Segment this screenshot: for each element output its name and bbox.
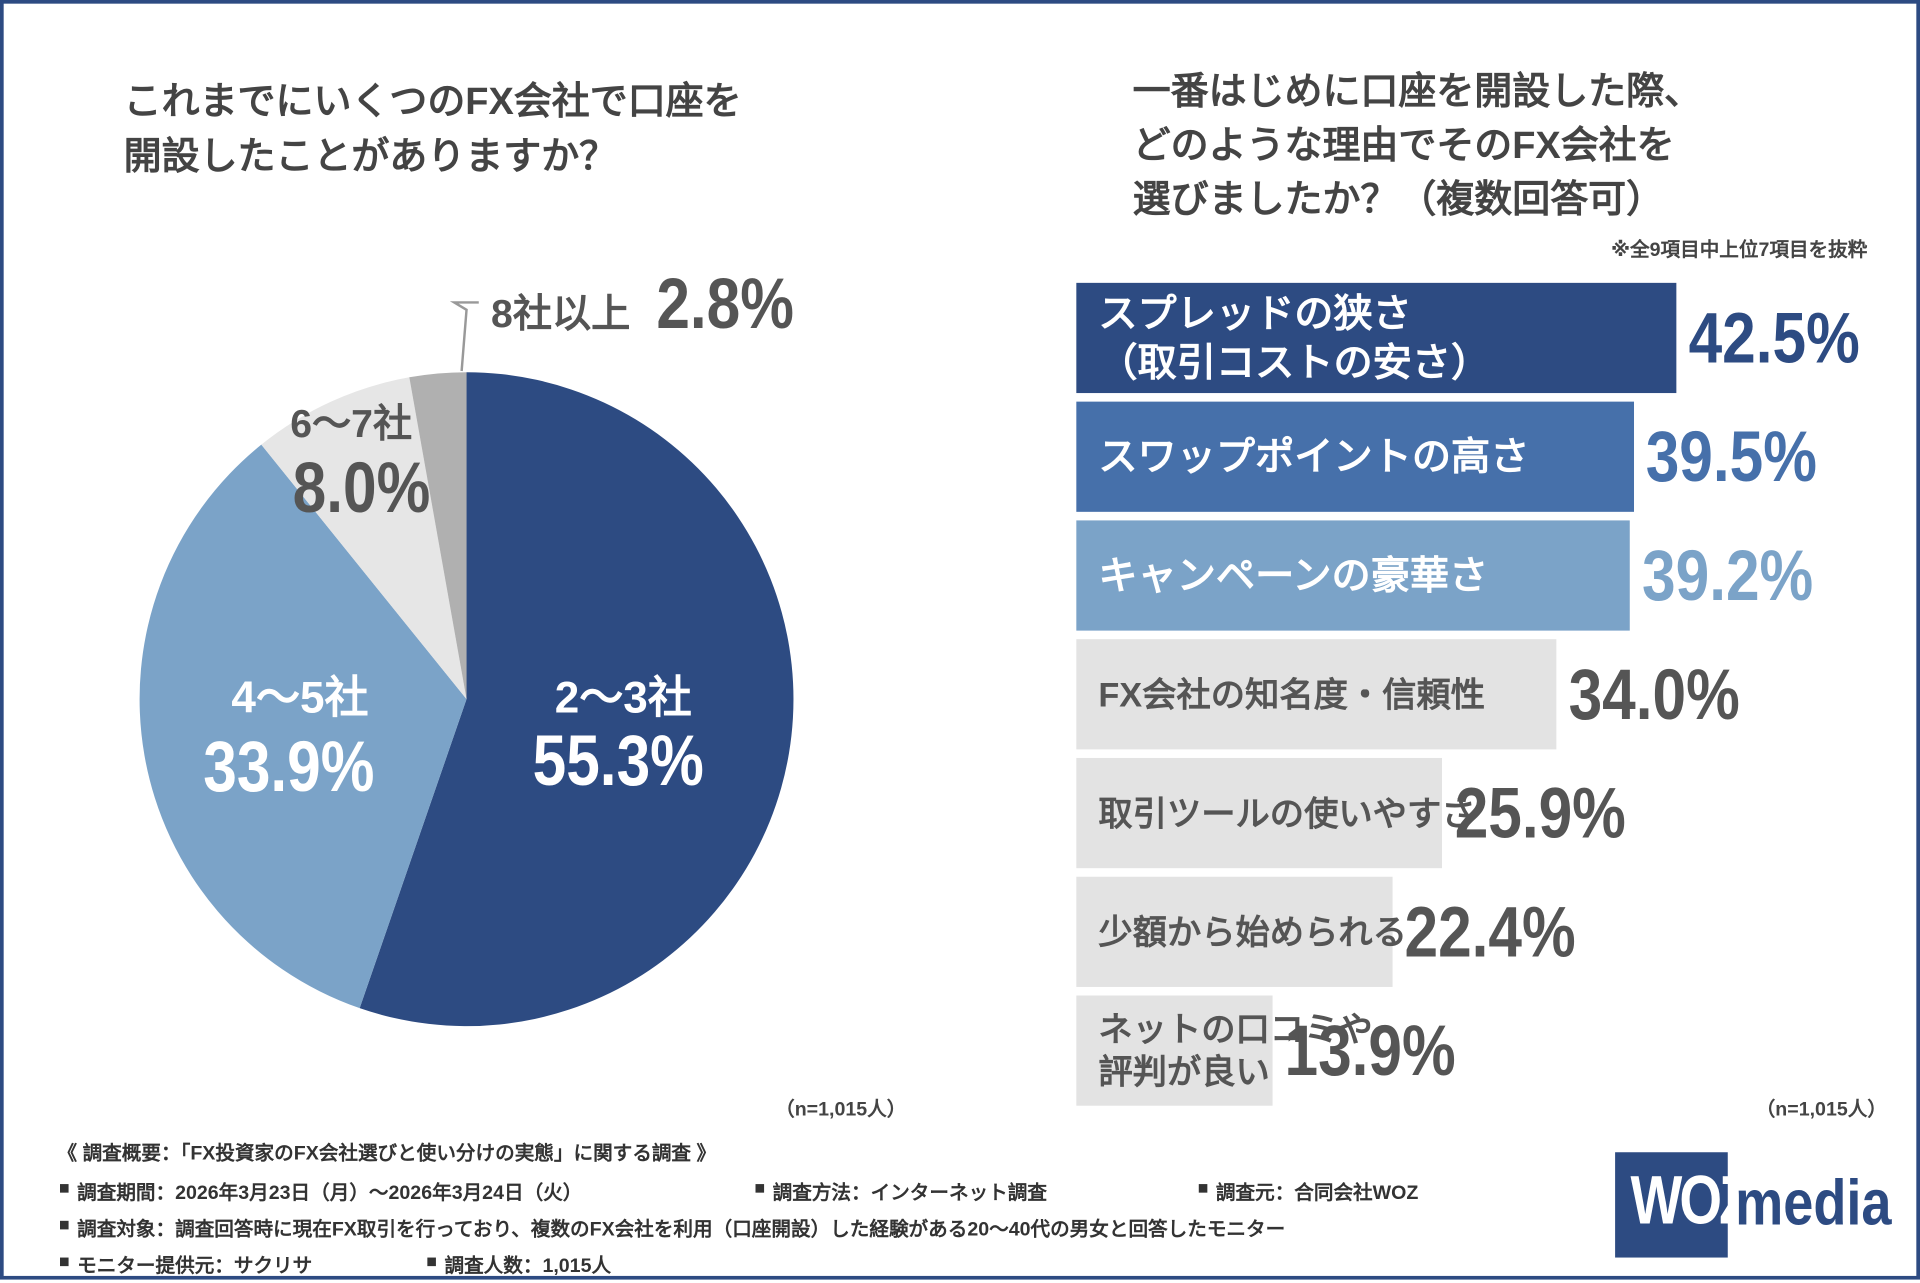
bar-value-label: 39.5% [1646,417,1818,498]
pie-slice [409,372,467,700]
logo-suffix: media [1735,1168,1892,1240]
bar-category-label: スプレッドの狭さ （取引コストの安さ） [1098,291,1491,385]
pie-note: （n=1,015人） [775,1099,907,1121]
bar [1076,282,1677,394]
bar-category-label: キャンペーンの豪華さ [1098,553,1489,598]
footer-item: 調査対象：調査回答時に現在FX取引を行っており、複数のFX会社を利用（口座開設）… [77,1219,1286,1241]
bar-value-label: 25.9% [1454,773,1626,854]
bar [1076,757,1442,869]
pie-title: これまでにいくつのFX会社で口座を 開設したことがありますか？ [123,79,742,178]
leader-line [449,301,479,372]
pie-category-label: 2〜3社 [554,672,692,723]
bullet [60,1184,69,1193]
footer-heading: 《 調査概要：「FX投資家のFX会社選びと使い分けの実態」に関する調査 》 [57,1143,717,1165]
footer-item: 調査方法：インターネット調査 [772,1182,1047,1204]
bar-category-label: 取引ツールの使いやすさ [1098,794,1476,833]
pie-category-label: 4〜5社 [231,672,369,723]
pie-category-label: 8社以上 [491,291,631,336]
logo-brand: WOZ [1630,1160,1753,1238]
chart [139,282,1728,1258]
pie-value-label: 8.0% [292,448,431,528]
bar [1076,639,1557,750]
pie-category-label: 6〜7社 [290,401,413,446]
bar-value-label: 13.9% [1284,1011,1456,1092]
bar-title: 一番はじめに口座を開設した際、 どのような理由でそのFX会社を 選びましたか？（… [1132,69,1703,221]
pie-slice [359,372,794,1027]
pie-value-label: 2.8% [656,264,794,345]
bullet [755,1184,765,1193]
footer-item: モニター提供元：サクリサ [77,1256,313,1278]
bar [1076,520,1630,631]
pie-value-label: 55.3% [532,721,704,801]
bar-note: （n=1,015人） [1755,1099,1887,1121]
bullet [60,1257,69,1267]
bar-value-label: 39.2% [1642,536,1814,616]
bar-value-label: 42.5% [1688,298,1860,379]
footer-item: 調査人数：1,015人 [444,1256,612,1278]
bar [1076,876,1393,987]
bar [1076,995,1273,1106]
bar-category-label: 少額から始められる [1098,912,1407,951]
bar-category-label: ネットの口コミや 評判が良い [1098,1010,1373,1092]
bar-subtitle: ※全9項目中上位7項目を抜粋 [1610,240,1868,261]
bullet [1198,1184,1208,1193]
bullet [60,1220,69,1230]
pie-slice [139,444,467,1009]
bar-value-label: 22.4% [1404,892,1576,973]
pie-slice [261,377,467,700]
pie-value-label: 33.9% [203,727,375,807]
bar-value-label: 34.0% [1568,655,1740,735]
bar [1076,401,1635,512]
bar-category-label: スワップポイントの高さ [1098,434,1530,479]
logo-box [1615,1152,1728,1258]
footer-item: 調査元：合同会社WOZ [1215,1182,1419,1204]
footer-item: 調査期間：2026年3月23日（月）〜2026年3月24日（火） [77,1182,583,1204]
bullet [427,1257,436,1267]
bar-category-label: FX会社の知名度・信頼性 [1098,675,1486,714]
